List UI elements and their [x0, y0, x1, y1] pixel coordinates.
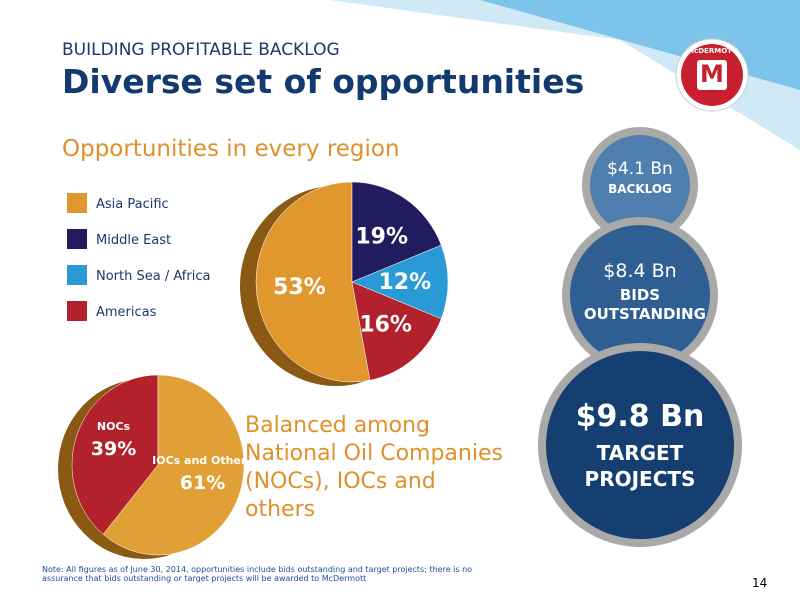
logo-box [697, 60, 727, 90]
legend-label: Asia Pacific [96, 197, 169, 212]
bubbles [538, 127, 742, 547]
kicker: BUILDING PROFITABLE BACKLOG [62, 40, 340, 60]
bubble [590, 135, 690, 235]
value-label: 39% [91, 438, 136, 460]
charts: 53% 19% 12% 16% Asia Pacific Middle East North… [58, 181, 449, 559]
value-label: 16% [359, 312, 412, 337]
legend-label: Middle East [96, 233, 171, 248]
pie-slice [102, 374, 245, 556]
pie-slice [255, 181, 371, 383]
pie-slice [71, 374, 159, 535]
annotation: Balanced among National Oil Companies (N… [245, 413, 503, 522]
bubble [546, 351, 734, 539]
legend-label: North Sea / Africa [96, 269, 210, 284]
value-label: 61% [180, 472, 225, 494]
value-label: 12% [378, 270, 431, 295]
bubble-label: TARGET PROJECTS [584, 440, 696, 491]
bubble [570, 225, 710, 365]
slice-label: IOCs and Others [152, 454, 253, 467]
legend-swatch [67, 265, 87, 285]
bubble-amount: $8.4 Bn [603, 259, 677, 282]
bubble-amount: $9.8 Bn [575, 399, 705, 435]
bubble-label: BIDS OUTSTANDING [583, 285, 706, 324]
title: Diverse set of opportunities [62, 62, 585, 101]
bubble-amount: $4.1 Bn [607, 158, 673, 179]
note: Note: All figures as of June 30, 2014, o… [42, 565, 473, 583]
logo-text: McDERMOTT [687, 47, 737, 55]
logo-letter: M [700, 60, 724, 88]
bubble-label: BACKLOG [608, 181, 672, 196]
value-label: 19% [355, 225, 408, 250]
pie-slice [351, 281, 442, 381]
value-label: 53% [273, 275, 326, 300]
pie-slice [351, 244, 449, 320]
page-number: 14 [752, 576, 768, 590]
legend-label: Americas [96, 305, 157, 320]
legend-swatch [67, 301, 87, 321]
pie-slice [351, 181, 442, 283]
slice-label: NOCs [97, 420, 131, 433]
legend-swatch [67, 229, 87, 249]
legend-swatch [67, 193, 87, 213]
chart-title: Opportunities in every region [62, 136, 400, 162]
